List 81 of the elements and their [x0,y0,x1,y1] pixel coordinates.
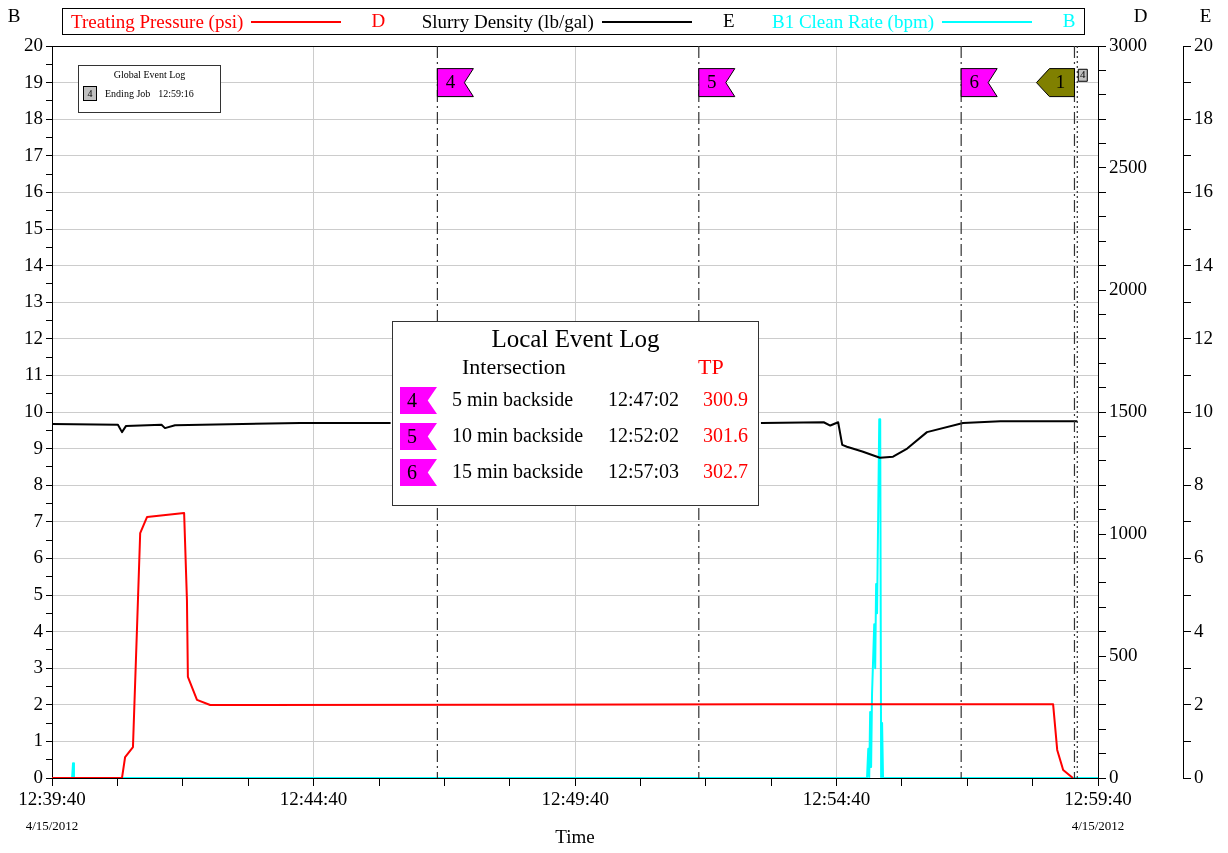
y2-tick-label: 500 [1109,643,1138,665]
y-tick-label: 0 [33,765,43,787]
text: B [1062,10,1076,32]
y-tick-label: 20 [24,33,43,55]
x-tick-label: 12:59:40 [1064,788,1132,810]
y3-axis-title: E [1199,5,1212,27]
y-axis-title: B [7,5,21,27]
y3-tick-label: 2 [1194,692,1204,714]
flag-icon: 4 [400,387,437,414]
y-tick-label: 2 [33,692,43,714]
badge-icon: 4 [83,86,97,101]
legend-label: Slurry Density (lb/gal) [421,10,594,33]
annotation: 4 [445,70,456,92]
y-tick-label: 10 [24,399,43,421]
y-tick-label: 19 [24,70,43,92]
y-tick-label: 4 [33,619,44,641]
annotation: 301.6 [703,424,748,447]
y-tick-label: 7 [33,509,43,531]
annotation: 12:47:02 [608,388,680,411]
annotation: 1 [1055,70,1066,92]
y-tick-label: 9 [33,436,43,458]
text: E [722,10,735,32]
flag-icon: 6 [400,459,437,486]
text: 4/15/2012 [25,817,79,833]
y-tick-label: 17 [24,143,43,165]
annotation: 12:52:02 [608,424,680,447]
y-tick-label: 14 [24,253,44,275]
y3-tick-label: 18 [1194,107,1213,129]
y-tick-label: 13 [24,290,43,312]
global-log-panel: Global Event Log 4 Ending Job 12:59:16 [78,65,221,113]
y3-tick-label: 10 [1194,399,1213,421]
y3-tick-label: 4 [1194,619,1204,641]
flag-icon: 5 [400,423,437,450]
annotation: 300.9 [703,388,748,411]
y-tick-label: 11 [24,363,43,385]
annotation: 6 [969,70,979,92]
y2-tick-label: 1500 [1109,399,1147,421]
text: 4/15/2012 [1071,817,1125,833]
y2-axis-title: D [1133,5,1148,27]
y-tick-label: 8 [33,473,43,495]
y3-tick-label: 16 [1194,180,1213,202]
y3-tick-label: 20 [1194,33,1213,55]
y3-tick-label: 8 [1194,473,1204,495]
annotation: Ending Job [105,88,151,99]
y2-tick-label: 2500 [1109,155,1147,177]
y-tick-label: 1 [33,729,43,751]
x-tick-label: 12:39:40 [18,788,86,810]
annotation: 15 min backside [452,460,584,483]
y3-tick-label: 14 [1194,253,1214,275]
annotation: 5 [707,70,717,92]
y-tick-label: 6 [33,546,43,568]
annotation: 10 min backside [452,424,584,447]
x-tick-label: 12:49:40 [541,788,609,810]
y3-tick-label: 12 [1194,326,1213,348]
x-axis-title: Time [555,825,595,847]
text: D [371,10,386,32]
y2-tick-label: 0 [1109,765,1119,787]
annotation: 302.7 [703,460,748,483]
y-tick-label: 3 [33,656,43,678]
y-tick-label: 15 [24,216,43,238]
y3-tick-label: 6 [1194,546,1204,568]
y3-tick-label: 0 [1194,765,1204,787]
annotation: Local Event Log [490,324,661,354]
annotation: 12:59:16 [158,88,194,99]
annotation: TP [698,354,724,380]
legend-label: Treating Pressure (psi) [71,10,244,33]
y2-tick-label: 1000 [1109,521,1147,543]
annotation: 12:57:03 [608,460,680,483]
y-tick-label: 12 [24,326,43,348]
y-tick-label: 16 [24,180,43,202]
y2-tick-label: 2000 [1109,277,1147,299]
annotation: Global Event Log [112,69,187,80]
annotation: 4 [1080,68,1087,81]
y-tick-label: 5 [33,582,43,604]
annotation: 5 min backside [452,388,574,411]
annotation: Intersection [462,354,566,380]
x-tick-label: 12:54:40 [802,788,871,810]
y2-tick-label: 3000 [1109,33,1147,55]
x-tick-label: 12:44:40 [279,788,348,810]
legend-label: B1 Clean Rate (bpm) [772,10,934,33]
y-tick-label: 18 [24,107,43,129]
